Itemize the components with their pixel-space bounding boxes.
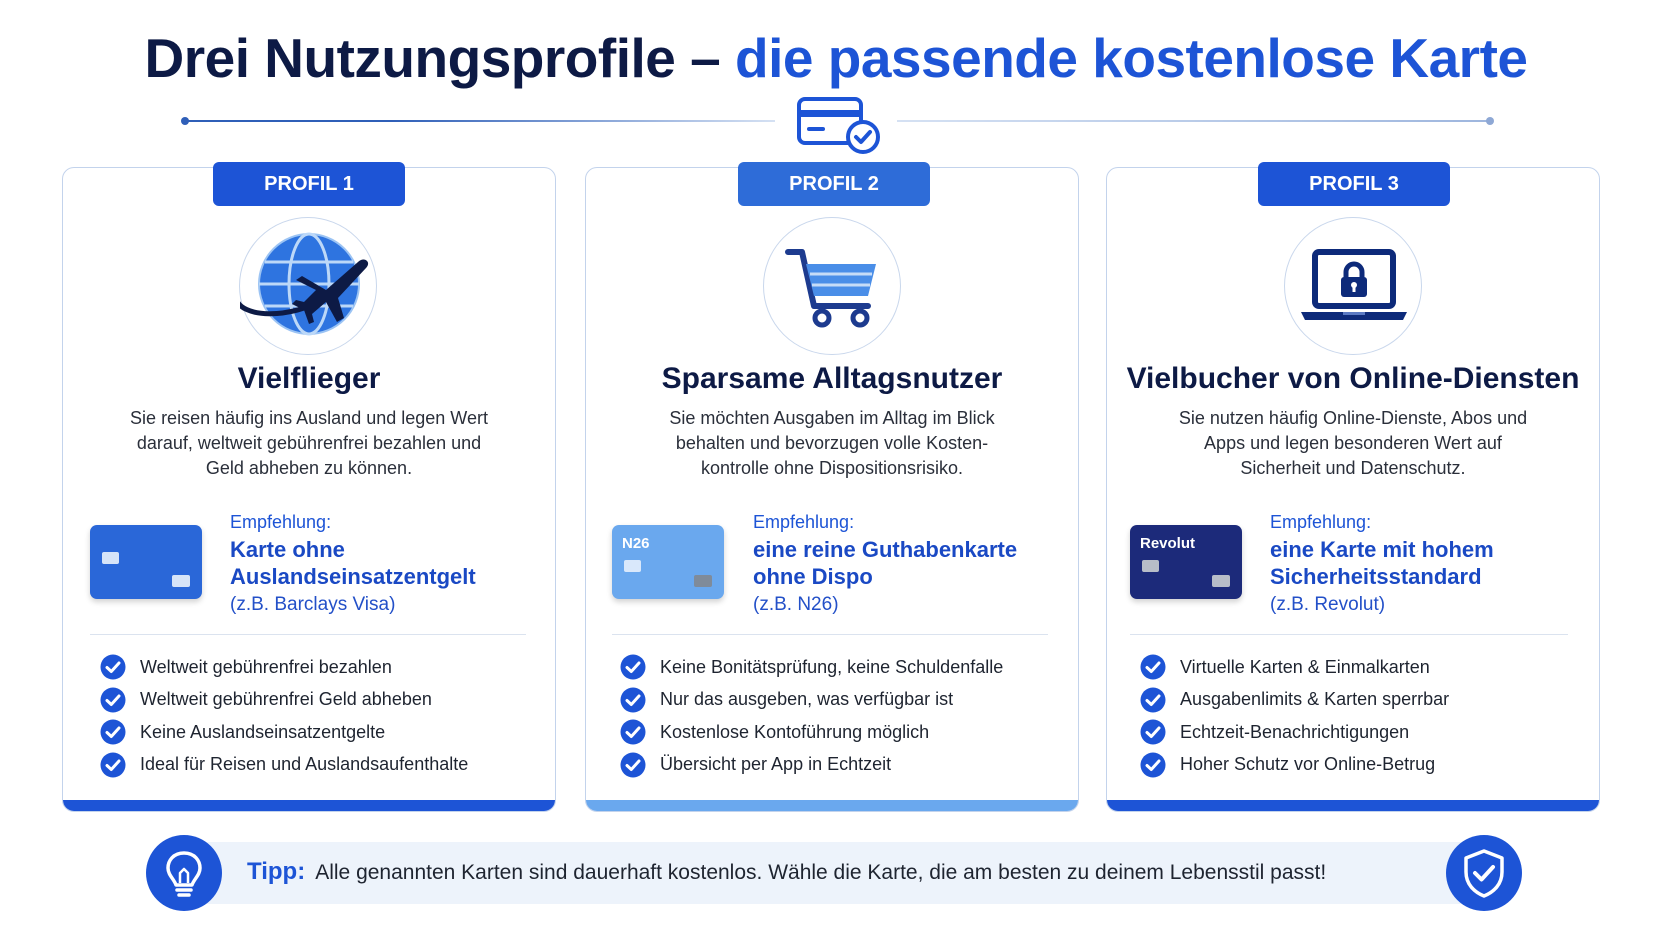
feature-list-1: Weltweit gebührenfrei bezahlen Weltweit …: [100, 651, 468, 781]
card-separator-1: [90, 634, 526, 635]
recommendation-example-3: (z.B. Revolut): [1270, 594, 1386, 615]
divider-dot-left: [181, 117, 189, 125]
check-circle-icon: [100, 687, 126, 713]
title-divider-right: [897, 120, 1489, 122]
profile-icon-circle-2: [763, 217, 901, 355]
recommendation-3: eine Karte mit hohem Sicherheitsstandard: [1270, 537, 1494, 589]
card-bottom-bar: [586, 800, 1078, 811]
list-item: Weltweit gebührenfrei bezahlen: [100, 651, 468, 684]
feature-text: Kostenlose Kontoführung möglich: [660, 721, 930, 742]
recommendation-1: Karte ohne Auslandseinsatzentgelt: [230, 537, 476, 589]
feature-text: Ideal für Reisen und Auslandsaufenthalte: [140, 754, 469, 775]
tip-message: Alle genannten Karten sind dauerhaft kos…: [315, 861, 1327, 884]
feature-text: Übersicht per App in Echtzeit: [660, 754, 892, 775]
card-brand-3: Revolut: [1140, 535, 1196, 552]
laptop-lock-icon: [1301, 249, 1407, 320]
list-item: Virtuelle Karten & Einmalkarten: [1140, 651, 1449, 684]
recommendation-label-2: Empfehlung:: [753, 512, 855, 532]
profile-description-1: Sie reisen häufig ins Ausland und legen …: [130, 408, 488, 478]
recommendation-label-3: Empfehlung:: [1270, 512, 1372, 532]
check-circle-icon: [1140, 752, 1166, 778]
profile-title-3: Vielbucher von Online-Diensten: [1126, 362, 1580, 395]
check-circle-icon: [1140, 687, 1166, 713]
check-circle-icon: [100, 654, 126, 680]
list-item: Ausgabenlimits & Karten sperrbar: [1140, 684, 1449, 717]
title-divider-left: [185, 120, 775, 122]
profile-icon-circle-3: [1284, 217, 1422, 355]
feature-text: Nur das ausgeben, was verfügbar ist: [660, 689, 954, 710]
card-chip-secondary: [1212, 575, 1230, 587]
globe-airplane-icon: [240, 232, 369, 336]
feature-text: Weltweit gebührenfrei bezahlen: [140, 656, 392, 677]
profile-badge-2: PROFIL 2: [738, 162, 930, 206]
feature-text: Virtuelle Karten & Einmalkarten: [1180, 656, 1430, 677]
page-title: Drei Nutzungsprofile – die passende kost…: [0, 26, 1672, 90]
card-chip: [1142, 560, 1159, 572]
card-image-2: N26: [612, 525, 724, 599]
list-item: Übersicht per App in Echtzeit: [620, 749, 1003, 782]
check-circle-icon: [1140, 719, 1166, 745]
card-chip: [102, 552, 119, 564]
check-circle-icon: [100, 752, 126, 778]
card-separator-2: [612, 634, 1048, 635]
profile-badge-3: PROFIL 3: [1258, 162, 1450, 206]
title-part-1: Drei Nutzungsprofile –: [144, 27, 735, 89]
card-image-1: [90, 525, 202, 599]
recommendation-example-2: (z.B. N26): [753, 594, 839, 615]
profile-title-1: Vielflieger: [237, 362, 381, 395]
card-bottom-bar: [1107, 800, 1599, 811]
title-part-2: die passende kostenlose Karte: [735, 27, 1528, 89]
check-circle-icon: [620, 687, 646, 713]
card-check-icon: [797, 97, 880, 154]
list-item: Hoher Schutz vor Online-Betrug: [1140, 749, 1449, 782]
profile-badge-1: PROFIL 1: [213, 162, 405, 206]
feature-text: Echtzeit-Benachrichtigungen: [1180, 721, 1410, 742]
feature-text: Hoher Schutz vor Online-Betrug: [1180, 754, 1436, 775]
recommendation-example-1: (z.B. Barclays Visa): [230, 594, 396, 615]
card-brand-2: N26: [622, 535, 650, 552]
list-item: Echtzeit-Benachrichtigungen: [1140, 716, 1449, 749]
card-bottom-bar: [63, 800, 555, 811]
check-circle-icon: [620, 752, 646, 778]
card-chip: [624, 560, 641, 572]
feature-text: Ausgabenlimits & Karten sperrbar: [1180, 689, 1450, 710]
card-image-3: Revolut: [1130, 525, 1242, 599]
list-item: Kostenlose Kontoführung möglich: [620, 716, 1003, 749]
check-circle-icon: [620, 719, 646, 745]
feature-list-3: Virtuelle Karten & Einmalkarten Ausgaben…: [1140, 651, 1449, 781]
list-item: Ideal für Reisen und Auslandsaufenthalte: [100, 749, 468, 782]
profile-description-2: Sie möchten Ausgaben im Alltag im Blick …: [669, 408, 995, 478]
shield-check-icon: [1446, 835, 1522, 911]
recommendation-2: eine reine Guthabenkarte ohne Dispo: [753, 537, 1018, 589]
feature-list-2: Keine Bonitätsprüfung, keine Schuldenfal…: [620, 651, 1003, 781]
card-chip-secondary: [172, 575, 190, 587]
profile-description-3: Sie nutzen häufig Online-Dienste, Abos u…: [1178, 408, 1528, 478]
check-circle-icon: [100, 719, 126, 745]
tip-text: Tipp: Alle genannten Karten sind dauerhaf…: [247, 858, 1326, 886]
tip-bar: [190, 842, 1510, 904]
check-circle-icon: [1140, 654, 1166, 680]
list-item: Keine Auslandseinsatzentgelte: [100, 716, 468, 749]
lightbulb-icon: [146, 835, 222, 911]
recommendation-label-1: Empfehlung:: [230, 512, 332, 532]
feature-text: Weltweit gebührenfrei Geld abheben: [140, 689, 432, 710]
divider-dot-right: [1486, 117, 1494, 125]
list-item: Weltweit gebührenfrei Geld abheben: [100, 684, 468, 717]
shopping-cart-icon: [785, 249, 876, 328]
check-circle-icon: [620, 654, 646, 680]
feature-text: Keine Bonitätsprüfung, keine Schuldenfal…: [660, 656, 1004, 677]
list-item: Keine Bonitätsprüfung, keine Schuldenfal…: [620, 651, 1003, 684]
feature-text: Keine Auslandseinsatzentgelte: [140, 721, 386, 742]
list-item: Nur das ausgeben, was verfügbar ist: [620, 684, 1003, 717]
card-chip-secondary: [694, 575, 712, 587]
tip-label: Tipp:: [247, 858, 306, 885]
profile-title-2: Sparsame Alltagsnutzer: [661, 362, 1003, 395]
card-separator-3: [1130, 634, 1568, 635]
profile-icon-circle-1: [239, 217, 377, 355]
